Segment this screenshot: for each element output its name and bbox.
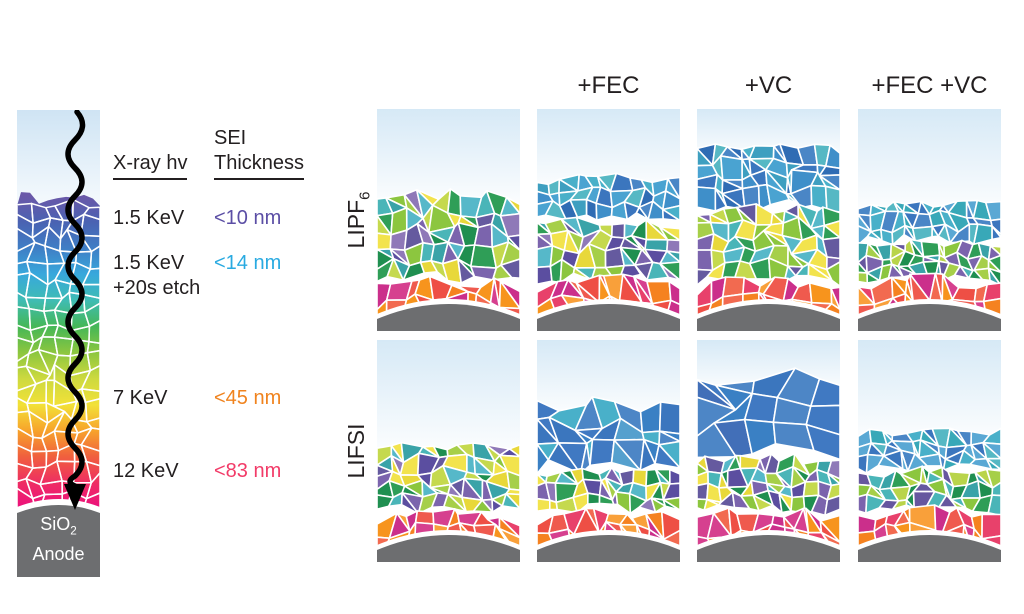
rainbow-depth-gradient — [17, 192, 100, 509]
mosaic-grains — [697, 452, 840, 517]
anode-dome — [537, 304, 680, 331]
mosaic-grains — [377, 441, 520, 515]
anode-word: Anode — [32, 543, 85, 564]
xray-energy-value: 12 KeV — [113, 460, 179, 482]
anode-dome — [697, 535, 840, 562]
anode-dome — [377, 535, 520, 562]
anode-dome — [17, 505, 100, 577]
sei-panel-lifsi-vc — [697, 340, 840, 562]
mosaic-grains — [377, 188, 520, 284]
anode-dome — [537, 535, 680, 562]
sei-panel-lipf6-vc — [697, 109, 840, 331]
sei-thickness-column-header: SEI Thickness — [214, 126, 305, 180]
sei-panel-lifsi-fec-vc — [858, 340, 1001, 562]
anode-dome — [377, 304, 520, 331]
sei-panel-lifsi-none — [377, 340, 520, 562]
mosaic-grains — [858, 199, 1001, 246]
anode-dome — [697, 304, 840, 331]
anode-dome — [858, 535, 1001, 562]
mosaic-grains — [537, 466, 680, 515]
xray-probe-column — [17, 109, 100, 577]
xray-beam-arrowhead — [64, 484, 86, 510]
sei-panel-lipf6-none — [377, 109, 520, 331]
sei-thickness-value: <83 nm — [214, 460, 282, 482]
anode-label: SiO2 Anode — [17, 513, 100, 565]
mosaic-grains — [17, 198, 100, 509]
mosaic-grains — [858, 465, 1001, 517]
xray-beam-arrow — [65, 109, 86, 489]
column-header-fec: +FEC — [577, 72, 640, 99]
row-label-lifsi: LIFSI — [343, 423, 369, 479]
xray-energy-value: 1.5 KeV — [113, 207, 185, 229]
sei-panel-lifsi-fec — [537, 340, 680, 562]
xray-energy-column-header: X-ray hv — [113, 151, 188, 180]
anode-dome — [858, 304, 1001, 331]
sei-thickness-value: <45 nm — [214, 387, 282, 409]
mosaic-grains — [537, 396, 680, 475]
anode-formula: SiO2 — [40, 514, 77, 538]
mosaic-grains — [697, 367, 840, 461]
sei-panel-lipf6-fec — [537, 109, 680, 331]
mosaic-grains — [697, 143, 840, 213]
column-header-vc: +VC — [744, 72, 793, 99]
mosaic-grains — [697, 203, 840, 287]
xray-energy-value-line2: +20s etch — [113, 277, 201, 299]
column-header-fec-vc: +FEC +VC — [871, 72, 988, 99]
mosaic-grains — [537, 216, 680, 285]
sei-thickness-value: <14 nm — [214, 252, 282, 274]
row-label-lipf6: LIPF6 — [343, 191, 374, 249]
mosaic-grains — [537, 172, 680, 222]
sei-thickness-value: <10 nm — [214, 207, 282, 229]
sei-panel-lipf6-fec-vc — [858, 109, 1001, 331]
mosaic-grains — [858, 427, 1001, 474]
xray-energy-value: 7 KeV — [113, 387, 168, 409]
xray-energy-value: 1.5 KeV — [113, 252, 185, 274]
